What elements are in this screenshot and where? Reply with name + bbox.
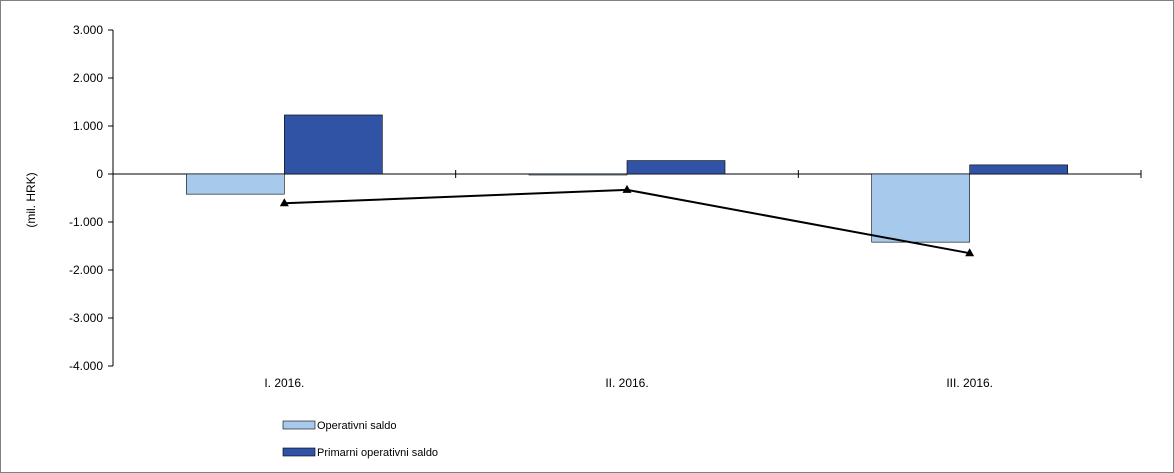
legend-label: Operativni saldo: [317, 420, 397, 432]
y-tick-label: -3.000: [69, 311, 103, 325]
y-axis-label: (mil. HRK): [24, 172, 38, 227]
line-point: [965, 248, 975, 257]
series-line: [284, 188, 970, 255]
bar: [284, 114, 383, 175]
x-tick-label: III. 2016.: [946, 376, 993, 390]
y-tick-label: -2.000: [69, 263, 103, 277]
line-series: [279, 184, 975, 257]
legend-label: Primarni operativni saldo: [317, 447, 438, 459]
legend-swatch: [282, 447, 316, 457]
y-tick-label: 3.000: [73, 23, 103, 37]
y-tick-label: 0: [96, 167, 103, 181]
y-tick-label: -4.000: [69, 359, 103, 373]
y-tick-label: 2.000: [73, 71, 103, 85]
y-tick-label: 1.000: [73, 119, 103, 133]
x-tick-label: I. 2016.: [264, 376, 304, 390]
bar: [871, 173, 970, 243]
bar: [528, 173, 628, 176]
y-axis-label-group: (mil. HRK): [24, 172, 38, 227]
line-point: [622, 184, 632, 193]
x-tick-label: II. 2016.: [605, 376, 648, 390]
bar: [186, 173, 285, 195]
bars: [186, 114, 1068, 243]
bar: [626, 160, 726, 175]
legend: Operativni saldo Primarni operativni sald…: [282, 420, 438, 459]
legend-swatch: [282, 420, 316, 430]
axes: 3.000 2.000 1.000 0 -1.000 -2.000 -3.000 -4.000…: [69, 23, 1142, 390]
bar: [969, 164, 1068, 175]
line-point: [279, 198, 289, 207]
y-tick-label: -1.000: [69, 215, 103, 229]
